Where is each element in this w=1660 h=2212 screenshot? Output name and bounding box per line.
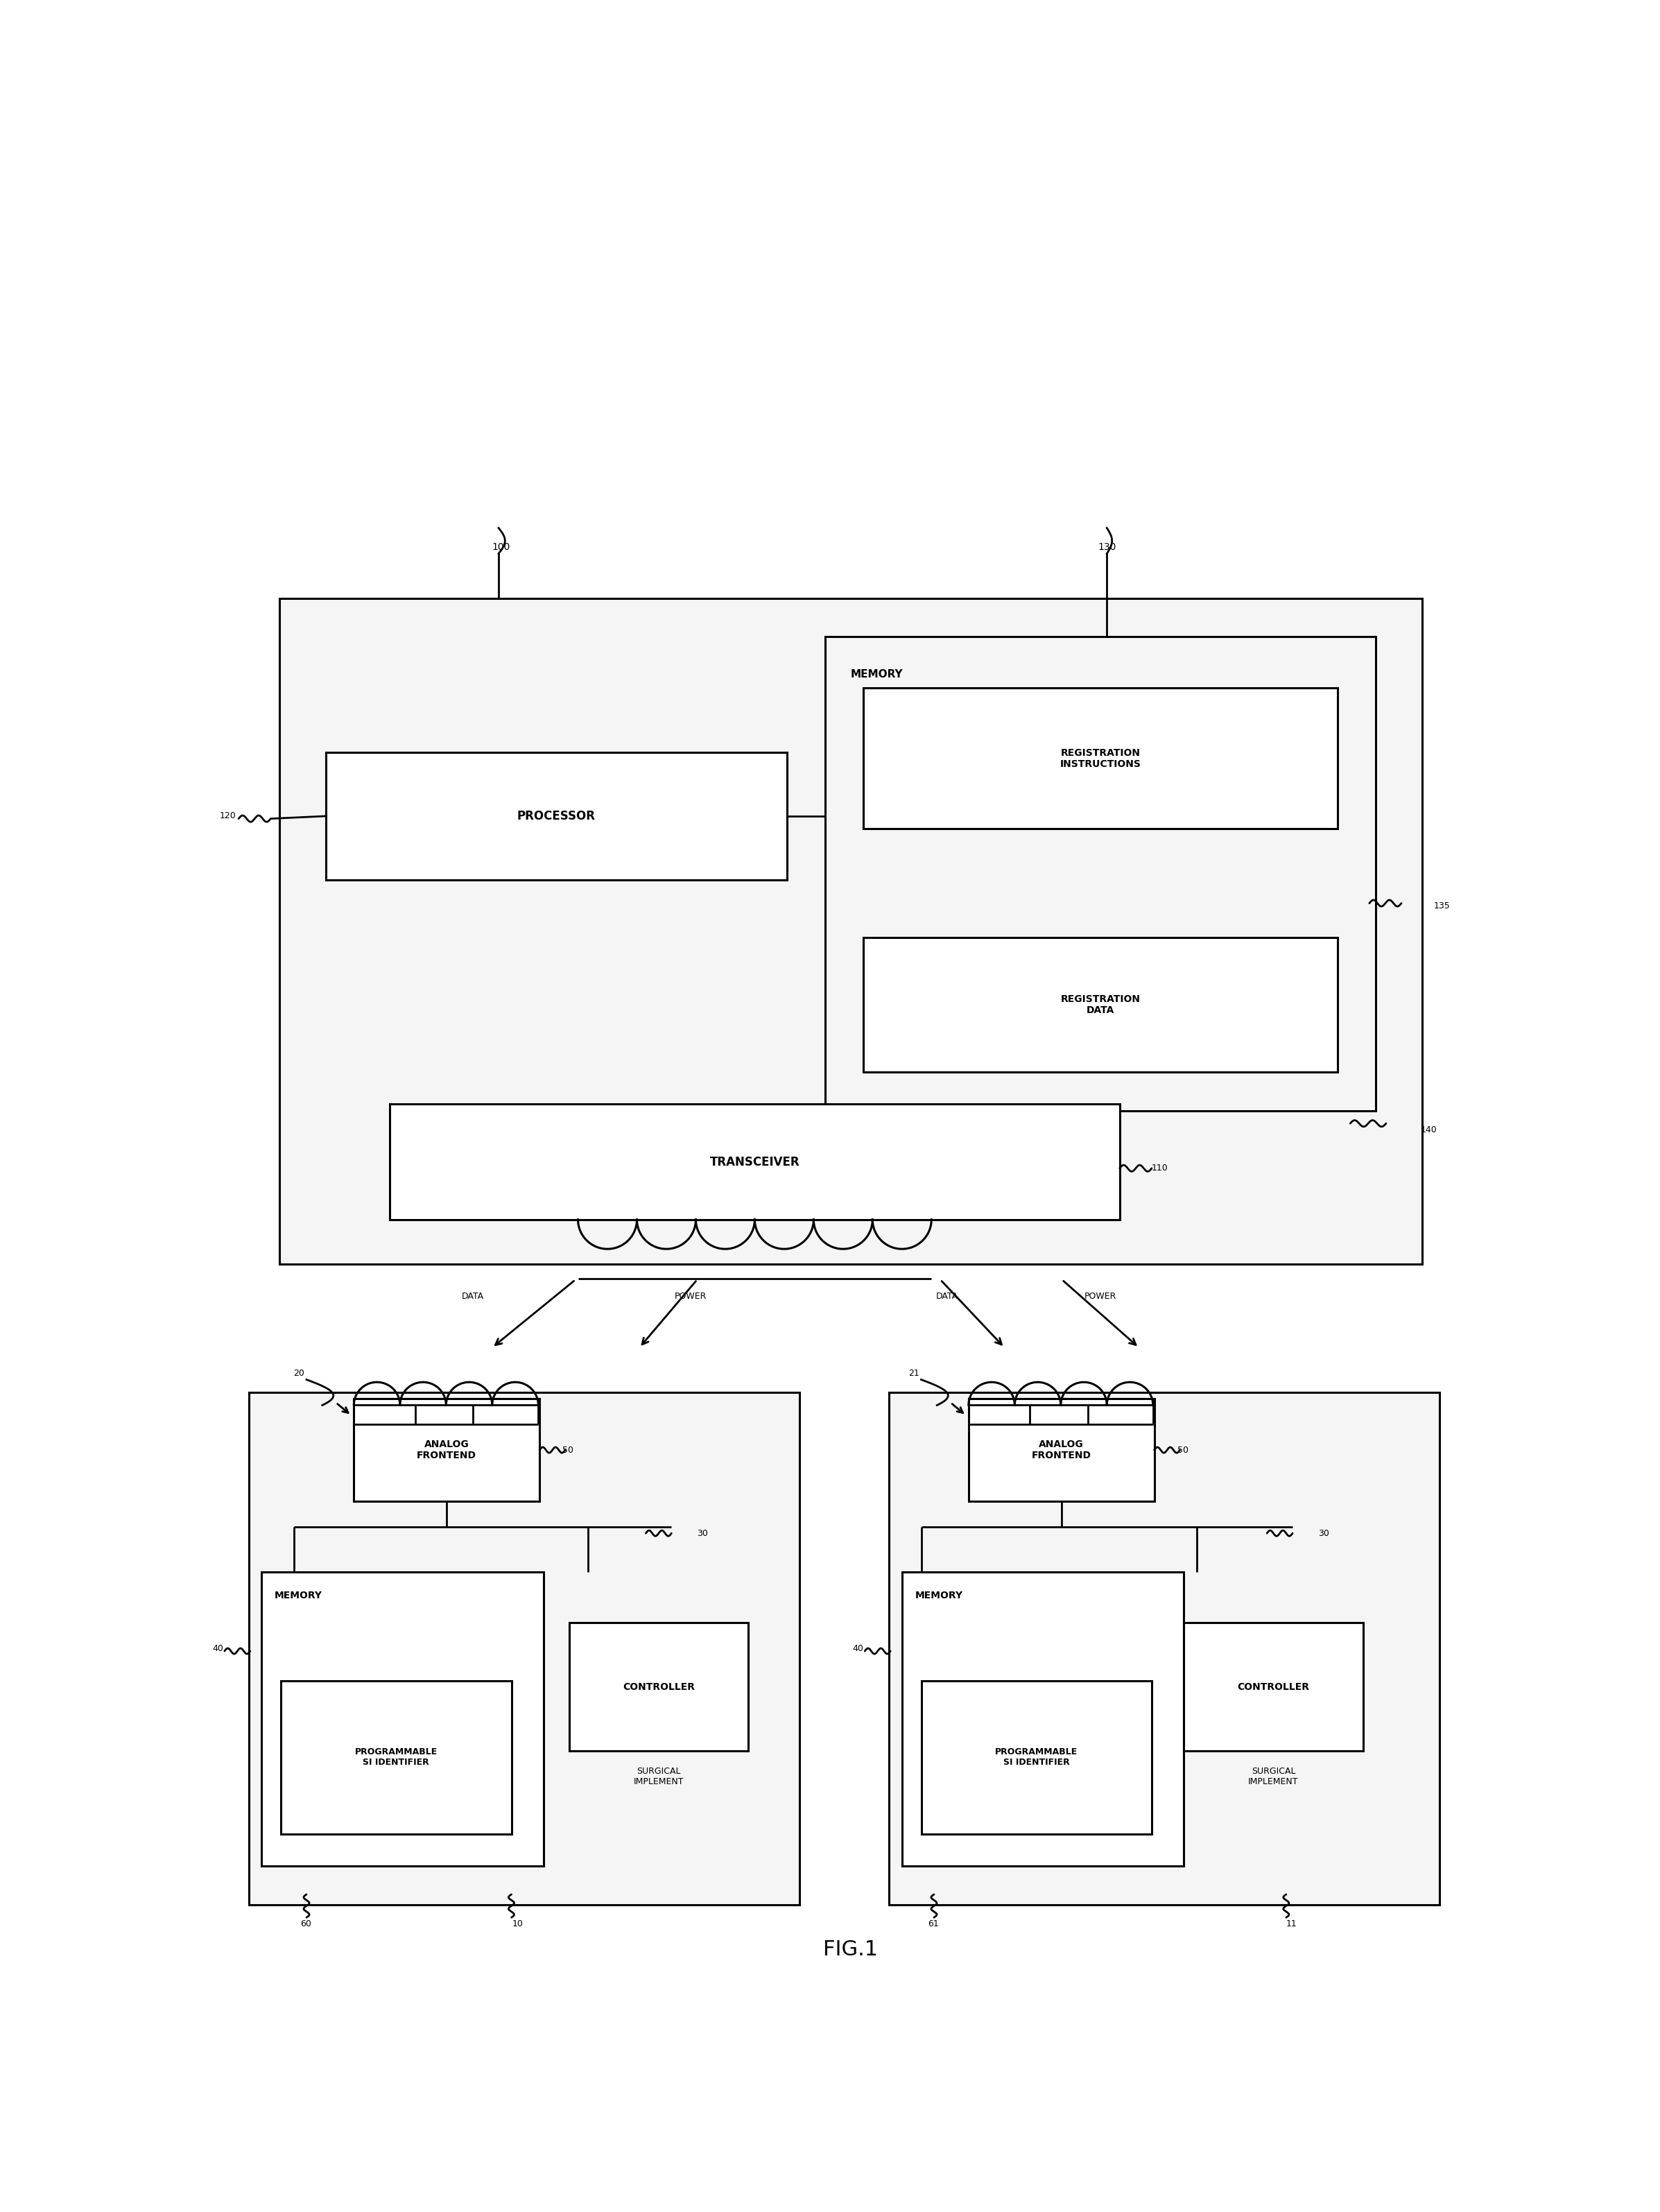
- Bar: [262, 1573, 543, 1867]
- Text: 40: 40: [853, 1644, 863, 1652]
- Text: 130: 130: [1097, 542, 1116, 553]
- Text: PROCESSOR: PROCESSOR: [516, 810, 596, 823]
- Text: ANALOG
FRONTEND: ANALOG FRONTEND: [1031, 1440, 1091, 1460]
- Bar: [569, 1624, 749, 1752]
- Text: CONTROLLER: CONTROLLER: [1237, 1681, 1310, 1692]
- Text: PROGRAMMABLE
SI IDENTIFIER: PROGRAMMABLE SI IDENTIFIER: [994, 1747, 1077, 1767]
- Text: CONTROLLER: CONTROLLER: [622, 1681, 696, 1692]
- Text: REGISTRATION
INSTRUCTIONS: REGISTRATION INSTRUCTIONS: [1061, 748, 1140, 770]
- Text: SURGICAL
IMPLEMENT: SURGICAL IMPLEMENT: [634, 1767, 684, 1787]
- Text: 100: 100: [491, 542, 511, 553]
- Text: DATA: DATA: [936, 1292, 958, 1301]
- Bar: [863, 688, 1338, 830]
- Bar: [921, 1681, 1152, 1834]
- Bar: [968, 1398, 1154, 1502]
- Text: MEMORY: MEMORY: [274, 1590, 322, 1601]
- Text: 21: 21: [908, 1369, 920, 1378]
- Bar: [1184, 1624, 1363, 1752]
- Text: POWER: POWER: [1084, 1292, 1117, 1301]
- Text: 11: 11: [1286, 1920, 1296, 1929]
- Text: 120: 120: [219, 812, 236, 821]
- Text: MEMORY: MEMORY: [850, 668, 903, 679]
- Text: MEMORY: MEMORY: [915, 1590, 963, 1601]
- Text: 60: 60: [300, 1920, 310, 1929]
- Text: SURGICAL
IMPLEMENT: SURGICAL IMPLEMENT: [1248, 1767, 1298, 1787]
- Text: 40: 40: [212, 1644, 222, 1652]
- Bar: [279, 599, 1423, 1265]
- Bar: [325, 752, 787, 880]
- Text: PROGRAMMABLE
SI IDENTIFIER: PROGRAMMABLE SI IDENTIFIER: [355, 1747, 438, 1767]
- Text: 30: 30: [1318, 1528, 1330, 1537]
- Bar: [863, 938, 1338, 1073]
- Bar: [890, 1391, 1439, 1905]
- Text: 50: 50: [1177, 1444, 1189, 1455]
- Bar: [825, 637, 1376, 1110]
- Text: REGISTRATION
DATA: REGISTRATION DATA: [1061, 995, 1140, 1015]
- Text: 140: 140: [1421, 1126, 1438, 1135]
- Text: 61: 61: [928, 1920, 938, 1929]
- Text: 50: 50: [563, 1444, 574, 1455]
- Text: TRANSCEIVER: TRANSCEIVER: [710, 1155, 800, 1168]
- Bar: [390, 1104, 1120, 1219]
- Text: FIG.1: FIG.1: [823, 1940, 878, 1960]
- Text: ANALOG
FRONTEND: ANALOG FRONTEND: [417, 1440, 476, 1460]
- Bar: [281, 1681, 511, 1834]
- Text: POWER: POWER: [674, 1292, 707, 1301]
- Bar: [249, 1391, 800, 1905]
- Bar: [354, 1398, 539, 1502]
- Text: DATA: DATA: [461, 1292, 485, 1301]
- Text: 10: 10: [513, 1920, 523, 1929]
- Text: 110: 110: [1152, 1164, 1169, 1172]
- Text: 30: 30: [697, 1528, 709, 1537]
- Text: 135: 135: [1434, 900, 1449, 911]
- Text: 20: 20: [294, 1369, 305, 1378]
- Bar: [901, 1573, 1184, 1867]
